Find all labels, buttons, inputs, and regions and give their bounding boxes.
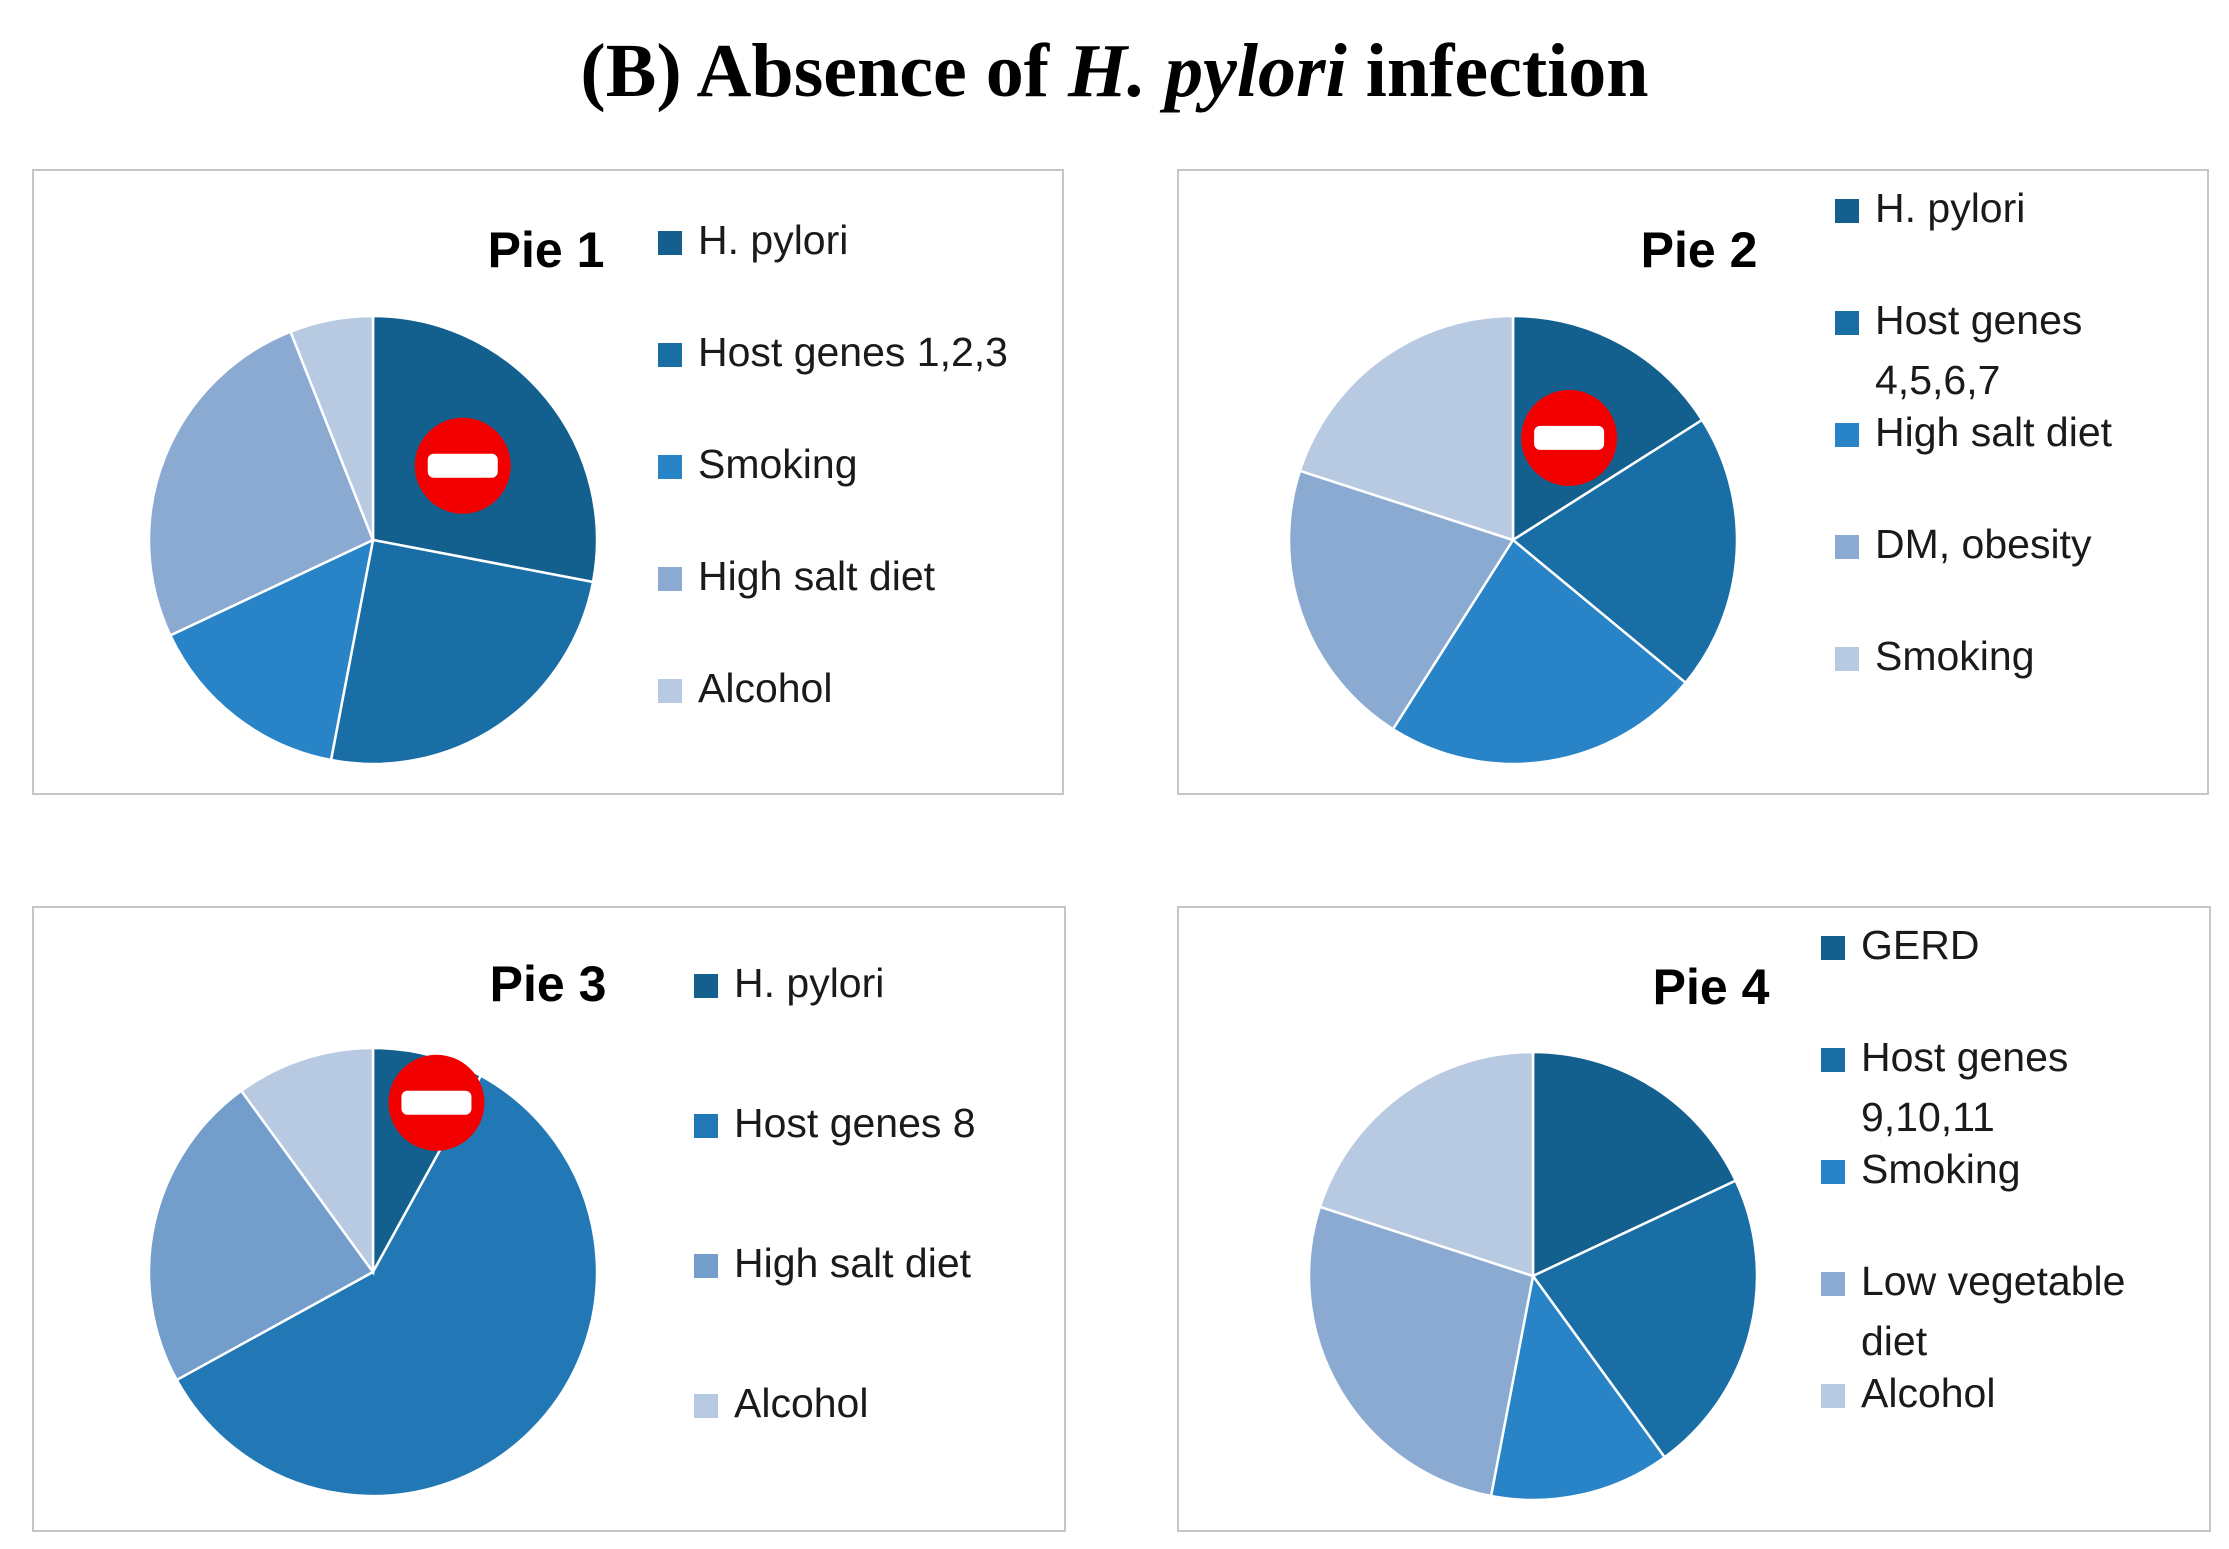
pie-slice-host-genes-9-10-11 xyxy=(1531,1178,1759,1459)
legend-label-low-vegetable-diet: Low vegetable diet xyxy=(1861,1258,2125,1364)
legend-swatch-host-genes-9-10-11 xyxy=(1821,1048,1845,1072)
pie-panel-2: Pie 2 H. pylori Host genes 4,5,6,7 High salt… xyxy=(1177,169,2209,795)
legend-swatch-host-genes-8 xyxy=(694,1114,718,1138)
legend-swatch-smoking xyxy=(1835,647,1859,671)
legend-label-dm-obesity: DM, obesity xyxy=(1875,521,2092,567)
legend-swatch-smoking xyxy=(658,455,682,479)
legend-swatch-alcohol xyxy=(694,1394,718,1418)
pie-slice-host-genes-1-2-3 xyxy=(329,538,595,766)
figure-title-prefix: (B) Absence of xyxy=(580,29,1069,113)
legend-label-host-genes-9-10-11: Host genes 9,10,11 xyxy=(1861,1034,2068,1140)
pie-chart-2: Pie 2 H. pylori Host genes 4,5,6,7 High salt… xyxy=(1287,185,2113,766)
pie-title: Pie 4 xyxy=(1653,959,1770,1015)
pie-title: Pie 2 xyxy=(1641,222,1758,278)
pie-slice-smoking xyxy=(168,537,375,762)
legend-label-h-pylori: H. pylori xyxy=(734,960,884,1006)
legend-label-high-salt-diet: High salt diet xyxy=(698,553,936,599)
legend-label-smoking: Smoking xyxy=(1861,1146,2021,1192)
pie-chart-3: Pie 3 H. pylori Host genes 8 High salt diet… xyxy=(147,956,976,1498)
pie-panel-4: Pie 4 GERD Host genes 9,10,11 Smoking Low veg… xyxy=(1177,906,2211,1532)
legend-swatch-alcohol xyxy=(1821,1384,1845,1408)
legend-label-host-genes-4-5-6-7: Host genes 4,5,6,7 xyxy=(1875,297,2082,403)
pie-chart-1: Pie 1 H. pylori Host genes 1,2,3 Smoking Hig… xyxy=(147,217,1008,766)
legend-swatch-high-salt-diet xyxy=(694,1254,718,1278)
pie-slice-high-salt-diet xyxy=(147,330,375,638)
pie-slice-low-vegetable-diet xyxy=(1307,1205,1535,1498)
pie-slice-host-genes-8 xyxy=(175,1074,599,1498)
legend-label-gerd: GERD xyxy=(1861,922,1979,968)
pie-title: Pie 1 xyxy=(488,222,605,278)
no-entry-icon xyxy=(388,1054,485,1151)
legend-label-high-salt-diet: High salt diet xyxy=(734,1240,972,1286)
pie-panel-3: Pie 3 H. pylori Host genes 8 High salt diet… xyxy=(32,906,1066,1532)
figure-title-italic: H. pylori xyxy=(1068,29,1347,113)
legend-swatch-h-pylori xyxy=(694,974,718,998)
legend-swatch-low-vegetable-diet xyxy=(1821,1272,1845,1296)
legend-label-h-pylori: H. pylori xyxy=(698,217,848,263)
legend-swatch-h-pylori xyxy=(1835,199,1859,223)
legend-label-alcohol: Alcohol xyxy=(1861,1370,1995,1416)
legend-swatch-high-salt-diet xyxy=(658,567,682,591)
legend-swatch-smoking xyxy=(1821,1160,1845,1184)
legend-swatch-dm-obesity xyxy=(1835,535,1859,559)
pie-title: Pie 3 xyxy=(490,956,607,1012)
no-entry-icon xyxy=(414,417,511,514)
legend-swatch-host-genes-4-5-6-7 xyxy=(1835,311,1859,335)
figure-title-suffix: infection xyxy=(1346,29,1649,113)
pie-slice-alcohol xyxy=(288,314,375,541)
legend-label-smoking: Smoking xyxy=(1875,633,2035,679)
pie-slice-gerd xyxy=(1531,1050,1738,1278)
figure-title: (B) Absence of H. pylori infection xyxy=(0,28,2229,115)
legend-swatch-high-salt-diet xyxy=(1835,423,1859,447)
legend-label-alcohol: Alcohol xyxy=(698,665,832,711)
pie-chart-4: Pie 4 GERD Host genes 9,10,11 Smoking Low veg… xyxy=(1307,922,2125,1502)
pie-slice-smoking xyxy=(1489,1272,1667,1502)
legend-label-high-salt-diet: High salt diet xyxy=(1875,409,2113,455)
pie-slice-alcohol xyxy=(239,1046,375,1276)
legend-label-h-pylori: H. pylori xyxy=(1875,185,2025,231)
legend-label-host-genes-1-2-3: Host genes 1,2,3 xyxy=(698,329,1008,375)
no-entry-icon xyxy=(1521,389,1618,486)
pie-slice-dm-obesity xyxy=(1287,469,1515,731)
legend-label-smoking: Smoking xyxy=(698,441,858,487)
pie-slice-smoking xyxy=(1298,314,1515,542)
legend-swatch-host-genes-1-2-3 xyxy=(658,343,682,367)
legend-swatch-alcohol xyxy=(658,679,682,703)
legend-label-alcohol: Alcohol xyxy=(734,1380,868,1426)
pie-panel-1: Pie 1 H. pylori Host genes 1,2,3 Smoking Hig… xyxy=(32,169,1064,795)
pie-slice-high-salt-diet xyxy=(147,1089,375,1382)
legend-swatch-gerd xyxy=(1821,936,1845,960)
pie-slice-high-salt-diet xyxy=(1391,538,1688,766)
legend-label-host-genes-8: Host genes 8 xyxy=(734,1100,976,1146)
pie-slice-host-genes-4-5-6-7 xyxy=(1510,418,1739,685)
pie-slice-alcohol xyxy=(1318,1050,1535,1278)
legend-swatch-h-pylori xyxy=(658,231,682,255)
